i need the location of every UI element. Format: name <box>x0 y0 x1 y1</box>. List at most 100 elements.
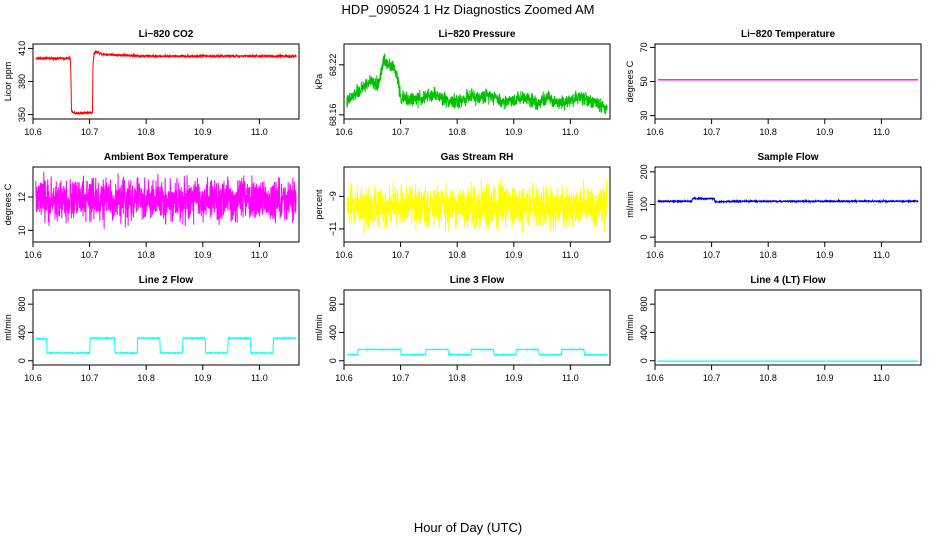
x-tick-label: 10.6 <box>335 373 353 383</box>
x-tick-label: 10.9 <box>505 250 523 260</box>
x-tick-label: 10.8 <box>448 250 466 260</box>
x-tick-label: 10.9 <box>816 373 834 383</box>
panel-title: Li−820 Pressure <box>439 29 516 40</box>
x-tick-label: 10.7 <box>392 373 410 383</box>
y-tick-label: 400 <box>639 325 649 340</box>
panel-title: Line 3 Flow <box>450 275 505 286</box>
x-tick-label: 10.7 <box>392 250 410 260</box>
y-tick-label: 50 <box>639 76 649 86</box>
series-line-line3 <box>346 347 608 357</box>
panel-line4: Line 4 (LT) Flow 10.6 10.7 10.8 10.9 11.0 0 400… <box>625 275 922 383</box>
x-tick-label: 11.0 <box>873 127 890 137</box>
x-tick-label: 10.8 <box>759 373 777 383</box>
x-tick-label: 10.9 <box>505 127 523 137</box>
plot-frame <box>654 43 922 120</box>
x-tick-label: 10.6 <box>335 127 353 137</box>
y-tick-label: 100 <box>639 197 649 212</box>
x-tick-label: 10.8 <box>448 373 466 383</box>
y-tick-label: −11 <box>328 222 338 237</box>
plot-frame <box>343 43 611 120</box>
x-tick-label: 10.6 <box>646 127 664 137</box>
x-tick-label: 10.7 <box>703 250 721 260</box>
x-tick-label: 10.9 <box>816 127 834 137</box>
plot-frame <box>343 166 611 243</box>
x-tick-label: 11.0 <box>251 373 268 383</box>
y-tick-label: 30 <box>639 111 649 121</box>
x-tick-label: 10.9 <box>194 127 212 137</box>
plot-frame <box>343 289 611 366</box>
y-tick-label: 350 <box>17 107 27 122</box>
y-tick-label: 400 <box>17 325 27 340</box>
x-tick-label: 10.7 <box>81 373 99 383</box>
panel-title: Sample Flow <box>757 152 818 163</box>
y-tick-label: 800 <box>639 297 649 312</box>
plot-frame <box>32 166 300 243</box>
x-tick-label: 11.0 <box>562 127 579 137</box>
panel-box_temp: Ambient Box Temperature 10.6 10.7 10.8 10.9 1… <box>3 152 300 260</box>
x-tick-label: 11.0 <box>251 127 268 137</box>
y-tick-label: 410 <box>17 41 27 56</box>
x-tick-label: 10.8 <box>137 373 155 383</box>
panel-line3: Line 3 Flow 10.6 10.7 10.8 10.9 11.0 0 400 800 ml… <box>314 275 611 383</box>
plot-frame <box>654 289 922 366</box>
x-tick-label: 10.6 <box>335 250 353 260</box>
y-axis-label: degrees C <box>625 60 635 102</box>
y-tick-label: 200 <box>639 164 649 179</box>
y-tick-label: 0 <box>17 358 27 363</box>
figure-title: HDP_090524 1 Hz Diagnostics Zoomed AM <box>342 2 595 17</box>
y-axis-label: ml/min <box>3 314 13 341</box>
panel-title: Line 2 Flow <box>139 275 194 286</box>
x-tick-label: 11.0 <box>562 373 579 383</box>
panel-title: Ambient Box Temperature <box>104 152 229 163</box>
series-line-rh <box>346 178 608 234</box>
y-tick-label: 0 <box>639 358 649 363</box>
y-axis-label: ml/min <box>625 191 635 218</box>
y-axis-label: degrees C <box>3 183 13 225</box>
x-tick-label: 10.9 <box>816 250 834 260</box>
plot-frame <box>32 43 300 120</box>
x-tick-label: 10.8 <box>448 127 466 137</box>
panel-co2: Li−820 CO2 10.6 10.7 10.8 10.9 11.0 350 380 410 L… <box>3 29 300 137</box>
series-line-line2 <box>35 336 297 356</box>
y-tick-label: 68.22 <box>328 54 338 77</box>
y-tick-label: 10 <box>17 225 27 235</box>
x-tick-label: 10.9 <box>505 373 523 383</box>
y-tick-label: −9 <box>328 191 338 201</box>
x-tick-label: 10.8 <box>137 250 155 260</box>
x-tick-label: 11.0 <box>251 250 268 260</box>
panel-pressure: Li−820 Pressure 10.6 10.7 10.8 10.9 11.0 68.16… <box>314 29 611 137</box>
panel-licor_temp: Li−820 Temperature 10.6 10.7 10.8 10.9 11.0 30… <box>625 29 922 137</box>
figure-xlabel: Hour of Day (UTC) <box>414 520 522 535</box>
y-axis-label: Licor ppm <box>3 62 13 102</box>
x-tick-label: 10.8 <box>137 127 155 137</box>
plot-frame <box>32 289 300 366</box>
y-tick-label: 70 <box>639 42 649 52</box>
x-tick-label: 10.8 <box>759 250 777 260</box>
x-tick-label: 10.7 <box>81 127 99 137</box>
x-tick-label: 10.9 <box>194 250 212 260</box>
series-line-sample_flow <box>657 195 919 205</box>
x-tick-label: 10.7 <box>703 373 721 383</box>
panel-rh: Gas Stream RH 10.6 10.7 10.8 10.9 11.0 −11 −9 pe… <box>314 152 611 260</box>
y-tick-label: 0 <box>639 235 649 240</box>
panel-title: Gas Stream RH <box>441 152 514 163</box>
series-line-pressure <box>346 53 608 115</box>
y-axis-label: ml/min <box>625 314 635 341</box>
panel-title: Li−820 CO2 <box>139 29 194 40</box>
y-tick-label: 800 <box>17 297 27 312</box>
y-tick-label: 400 <box>328 325 338 340</box>
x-tick-label: 10.7 <box>392 127 410 137</box>
x-tick-label: 10.7 <box>81 250 99 260</box>
y-axis-label: ml/min <box>314 314 324 341</box>
x-tick-label: 10.6 <box>646 250 664 260</box>
plot-frame <box>654 166 922 243</box>
panel-line2: Line 2 Flow 10.6 10.7 10.8 10.9 11.0 0 400 800 ml… <box>3 275 300 383</box>
y-tick-label: 68.16 <box>328 104 338 127</box>
y-tick-label: 12 <box>17 192 27 202</box>
x-tick-label: 11.0 <box>873 373 890 383</box>
panel-title: Li−820 Temperature <box>741 29 835 40</box>
x-tick-label: 11.0 <box>873 250 890 260</box>
y-axis-label: percent <box>314 189 324 220</box>
